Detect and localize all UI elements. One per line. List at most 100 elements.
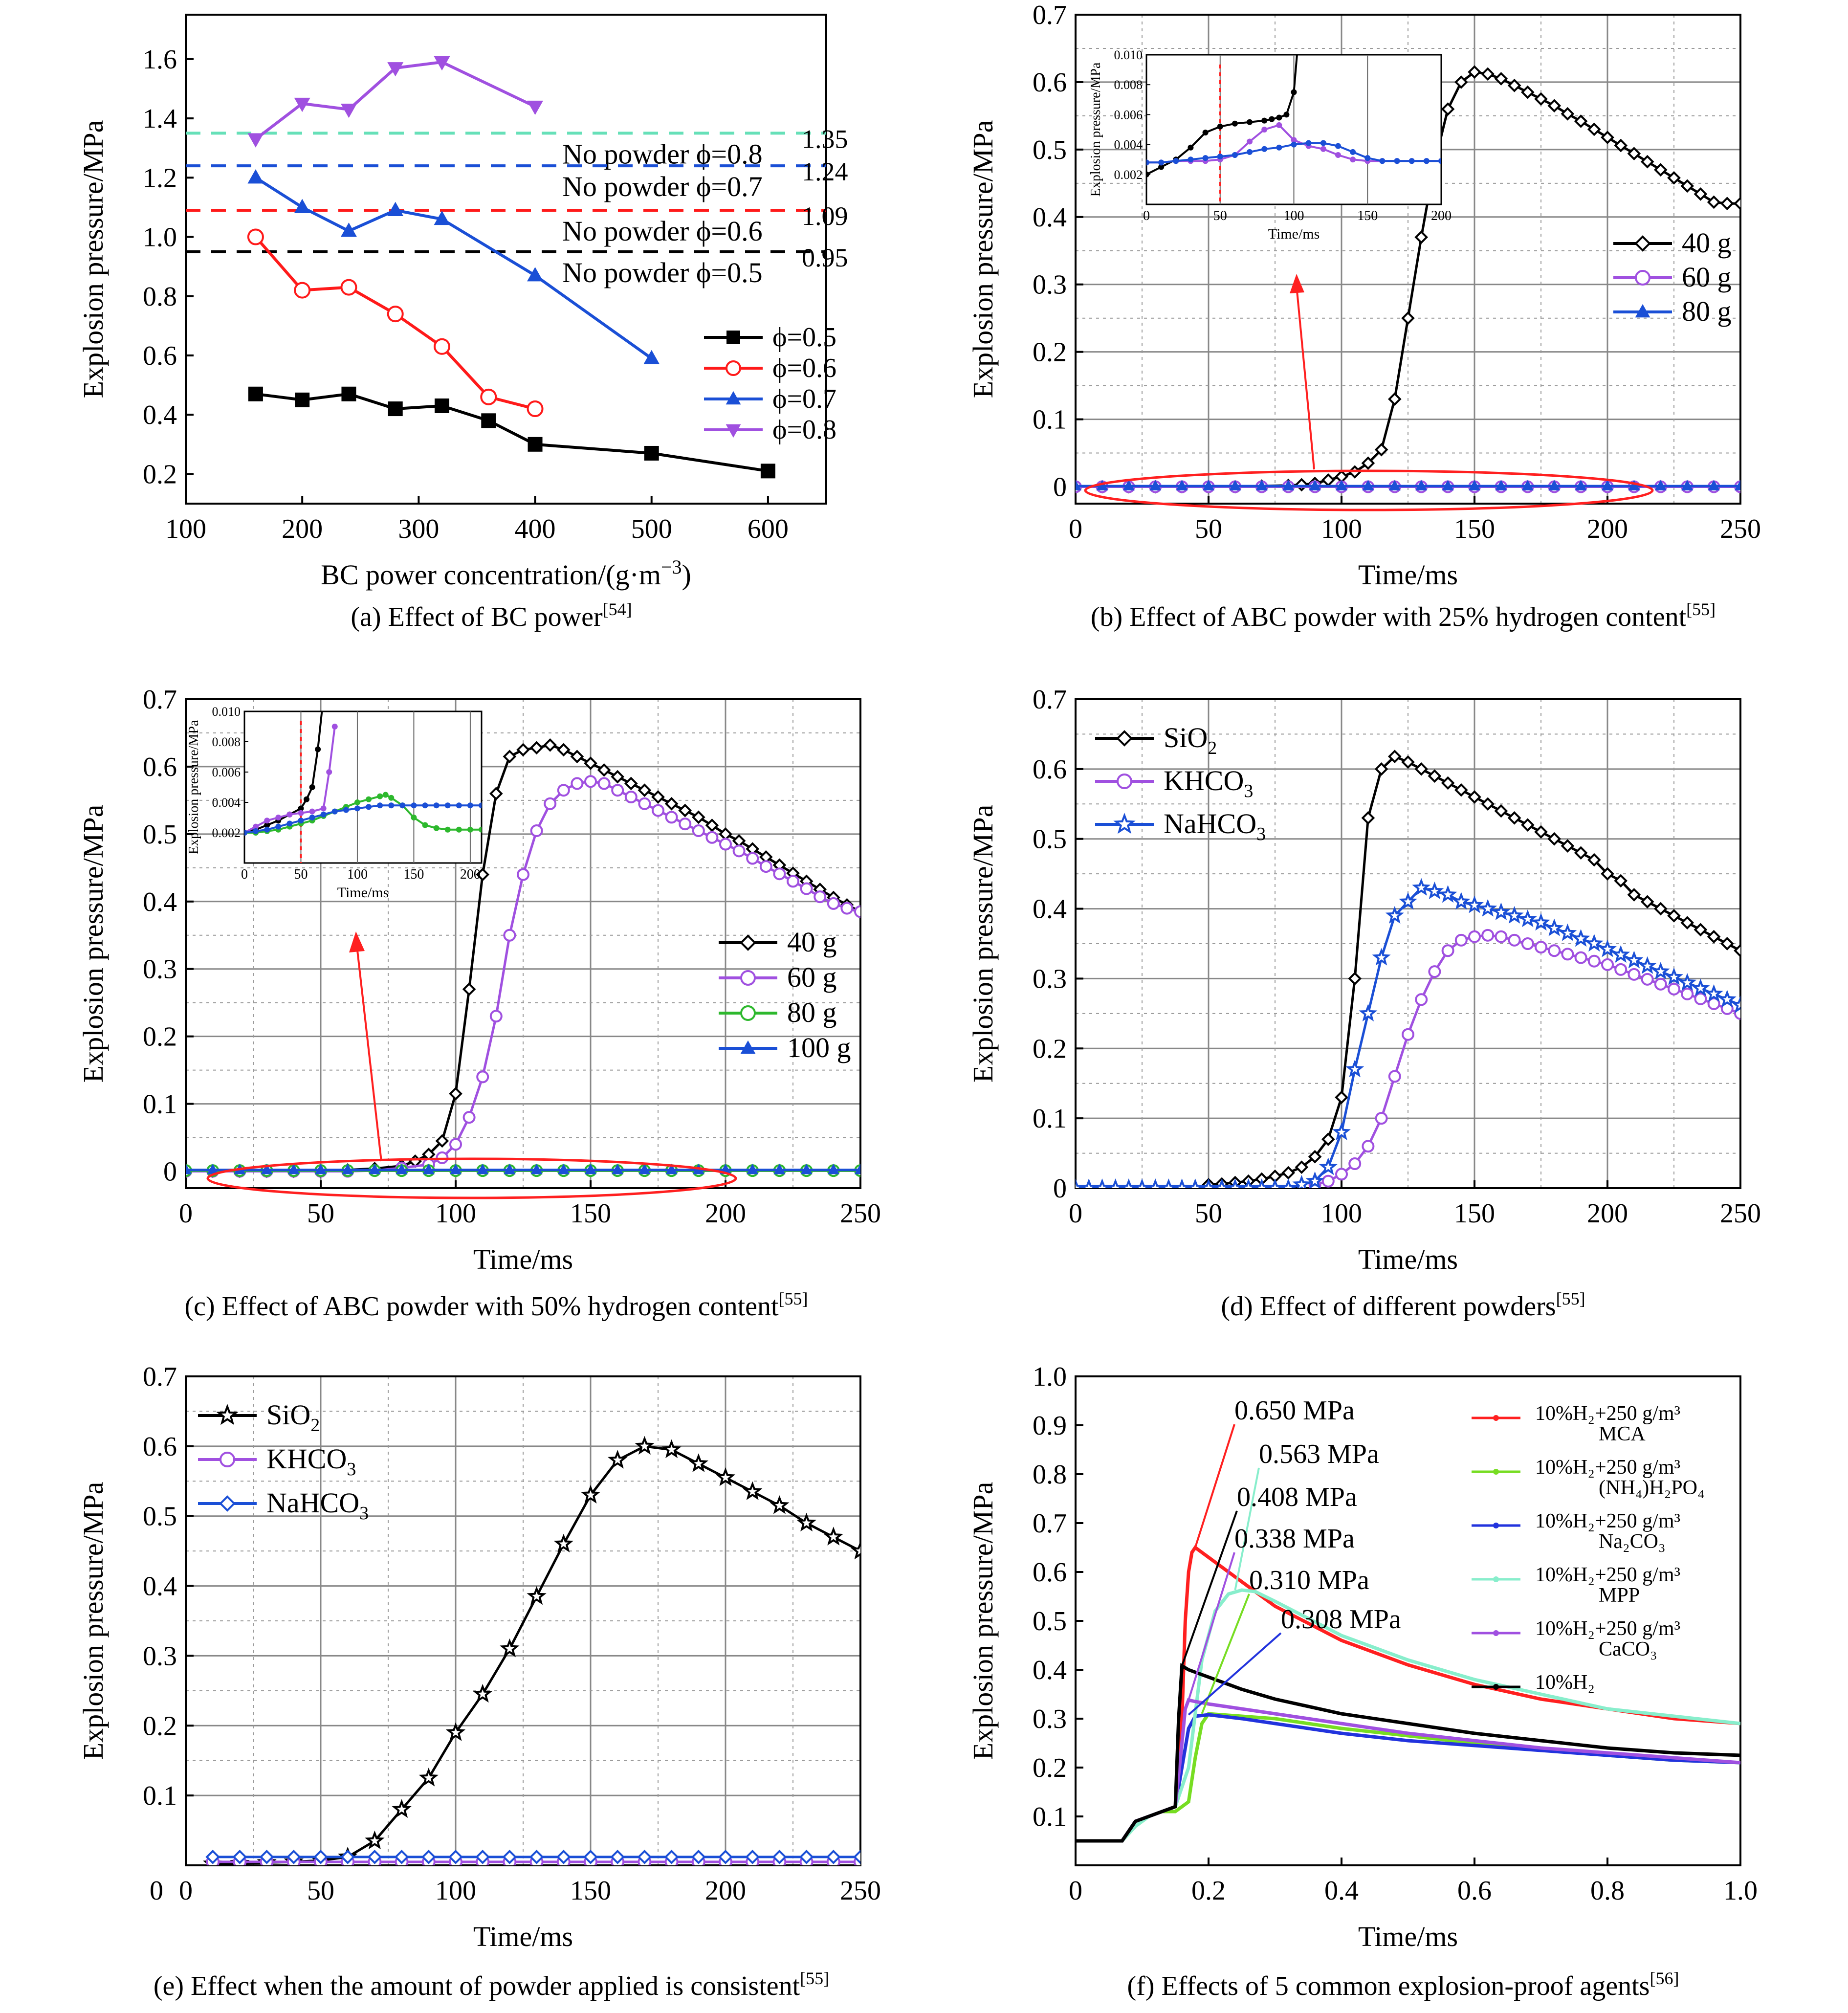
data-point xyxy=(854,1164,860,1174)
y-tick-label: 0.2 xyxy=(1033,1034,1067,1064)
inset-data-point xyxy=(433,802,440,809)
data-point xyxy=(840,902,854,915)
x-tick-label: 0.8 xyxy=(1590,1876,1625,1906)
data-point xyxy=(770,1495,790,1514)
legend-label: 10%H₂ xyxy=(1535,1671,1595,1694)
legend-marker xyxy=(740,1040,756,1054)
data-point xyxy=(287,1164,300,1174)
inset-data-point xyxy=(275,815,282,820)
highlight-arrow-head xyxy=(349,931,365,952)
legend-marker xyxy=(740,1005,756,1021)
inset-data-point xyxy=(331,724,338,730)
data-point xyxy=(719,838,732,851)
highlight-arrow xyxy=(356,946,382,1162)
data-point xyxy=(500,1638,520,1658)
inset-data-point xyxy=(1202,130,1209,136)
data-point xyxy=(261,1164,273,1174)
data-point xyxy=(365,1830,385,1850)
data-point xyxy=(679,818,692,831)
data-point xyxy=(1518,909,1537,928)
legend-label-sub: 3 xyxy=(347,1459,356,1480)
caption-reference: [55] xyxy=(779,1289,808,1308)
data-point xyxy=(644,445,659,461)
data-point xyxy=(1266,1178,1284,1188)
x-tick-label: 100 xyxy=(435,1876,476,1906)
highlight-ellipse xyxy=(1084,469,1654,511)
data-point xyxy=(1494,804,1508,818)
data-point xyxy=(286,1850,301,1864)
legend-label-sub: 3 xyxy=(1256,824,1266,844)
inset-x-axis-label: Time/ms xyxy=(1268,226,1320,242)
data-point xyxy=(387,62,404,77)
data-point xyxy=(1412,878,1431,896)
reference-line-value: 1.09 xyxy=(802,201,848,231)
highlight-arrow xyxy=(1296,286,1315,470)
data-point xyxy=(1414,762,1429,776)
inset-data-point xyxy=(253,823,259,830)
inset-data-point xyxy=(1158,159,1165,166)
inset-data-point xyxy=(1188,156,1194,163)
y-tick-label: 0.2 xyxy=(143,459,177,489)
data-point xyxy=(597,763,611,777)
y-axis-label: Explosion pressure/MPa xyxy=(967,805,999,1083)
data-point xyxy=(556,1850,571,1864)
legend-label: NaHCO3 xyxy=(1164,808,1266,844)
inset-y-tick-label: 0.008 xyxy=(212,735,241,749)
legend-marker xyxy=(1493,1630,1499,1636)
data-point xyxy=(1548,480,1561,490)
data-point xyxy=(651,790,665,804)
x-tick-label: 50 xyxy=(307,1876,334,1906)
data-point xyxy=(705,818,719,832)
data-point xyxy=(295,392,310,407)
data-point xyxy=(1601,958,1614,971)
y-tick-label: 0.7 xyxy=(1033,1508,1067,1539)
data-point xyxy=(799,1850,814,1864)
inset-data-point xyxy=(411,802,417,809)
y-tick-label: 0 xyxy=(163,1157,177,1187)
inset-data-point xyxy=(1438,158,1441,164)
y-tick-label: 0.6 xyxy=(1033,754,1067,785)
data-point xyxy=(1321,1132,1335,1146)
legend-marker xyxy=(1493,1415,1499,1421)
data-point xyxy=(1495,930,1508,943)
data-point xyxy=(247,169,264,184)
data-point xyxy=(1176,480,1188,490)
data-point xyxy=(1625,951,1644,969)
inset-data-point xyxy=(286,811,293,818)
data-point xyxy=(691,1850,706,1864)
data-point xyxy=(1691,978,1710,996)
legend-marker xyxy=(1493,1523,1499,1528)
x-axis-label: BC power concentration/(g·m−3) xyxy=(321,556,691,591)
y-tick-label: 0.6 xyxy=(1033,1557,1067,1588)
inset-y-tick-label: 0.004 xyxy=(212,796,241,810)
y-tick-label: 0.6 xyxy=(1033,67,1067,98)
data-point xyxy=(1653,902,1668,916)
inset-data-point xyxy=(1217,154,1223,160)
legend-label: ϕ=0.5 xyxy=(772,322,836,353)
data-point xyxy=(529,1850,544,1864)
data-point xyxy=(747,1164,759,1174)
inset-data-point xyxy=(1261,127,1268,133)
y-tick-label: 0.6 xyxy=(143,341,177,371)
data-point xyxy=(664,1850,679,1864)
x-tick-label: 0 xyxy=(1069,1876,1082,1906)
data-point xyxy=(1667,909,1681,923)
x-tick-label: 0 xyxy=(150,1876,163,1906)
data-point xyxy=(1734,480,1740,490)
data-point xyxy=(369,1164,381,1174)
data-point xyxy=(853,1850,860,1864)
data-point xyxy=(1678,973,1697,991)
legend-label: ϕ=0.7 xyxy=(772,384,836,414)
data-point xyxy=(637,1850,652,1864)
inset-data-point xyxy=(1173,158,1179,164)
data-point xyxy=(1425,882,1444,899)
inset-x-tick-label: 0 xyxy=(1143,208,1150,223)
inset-data-point xyxy=(244,830,247,836)
data-point xyxy=(1468,480,1481,490)
inset-data-point xyxy=(298,818,304,824)
data-point xyxy=(1561,107,1575,121)
data-point xyxy=(1319,1157,1338,1175)
y-tick-label: 0.4 xyxy=(143,887,177,917)
